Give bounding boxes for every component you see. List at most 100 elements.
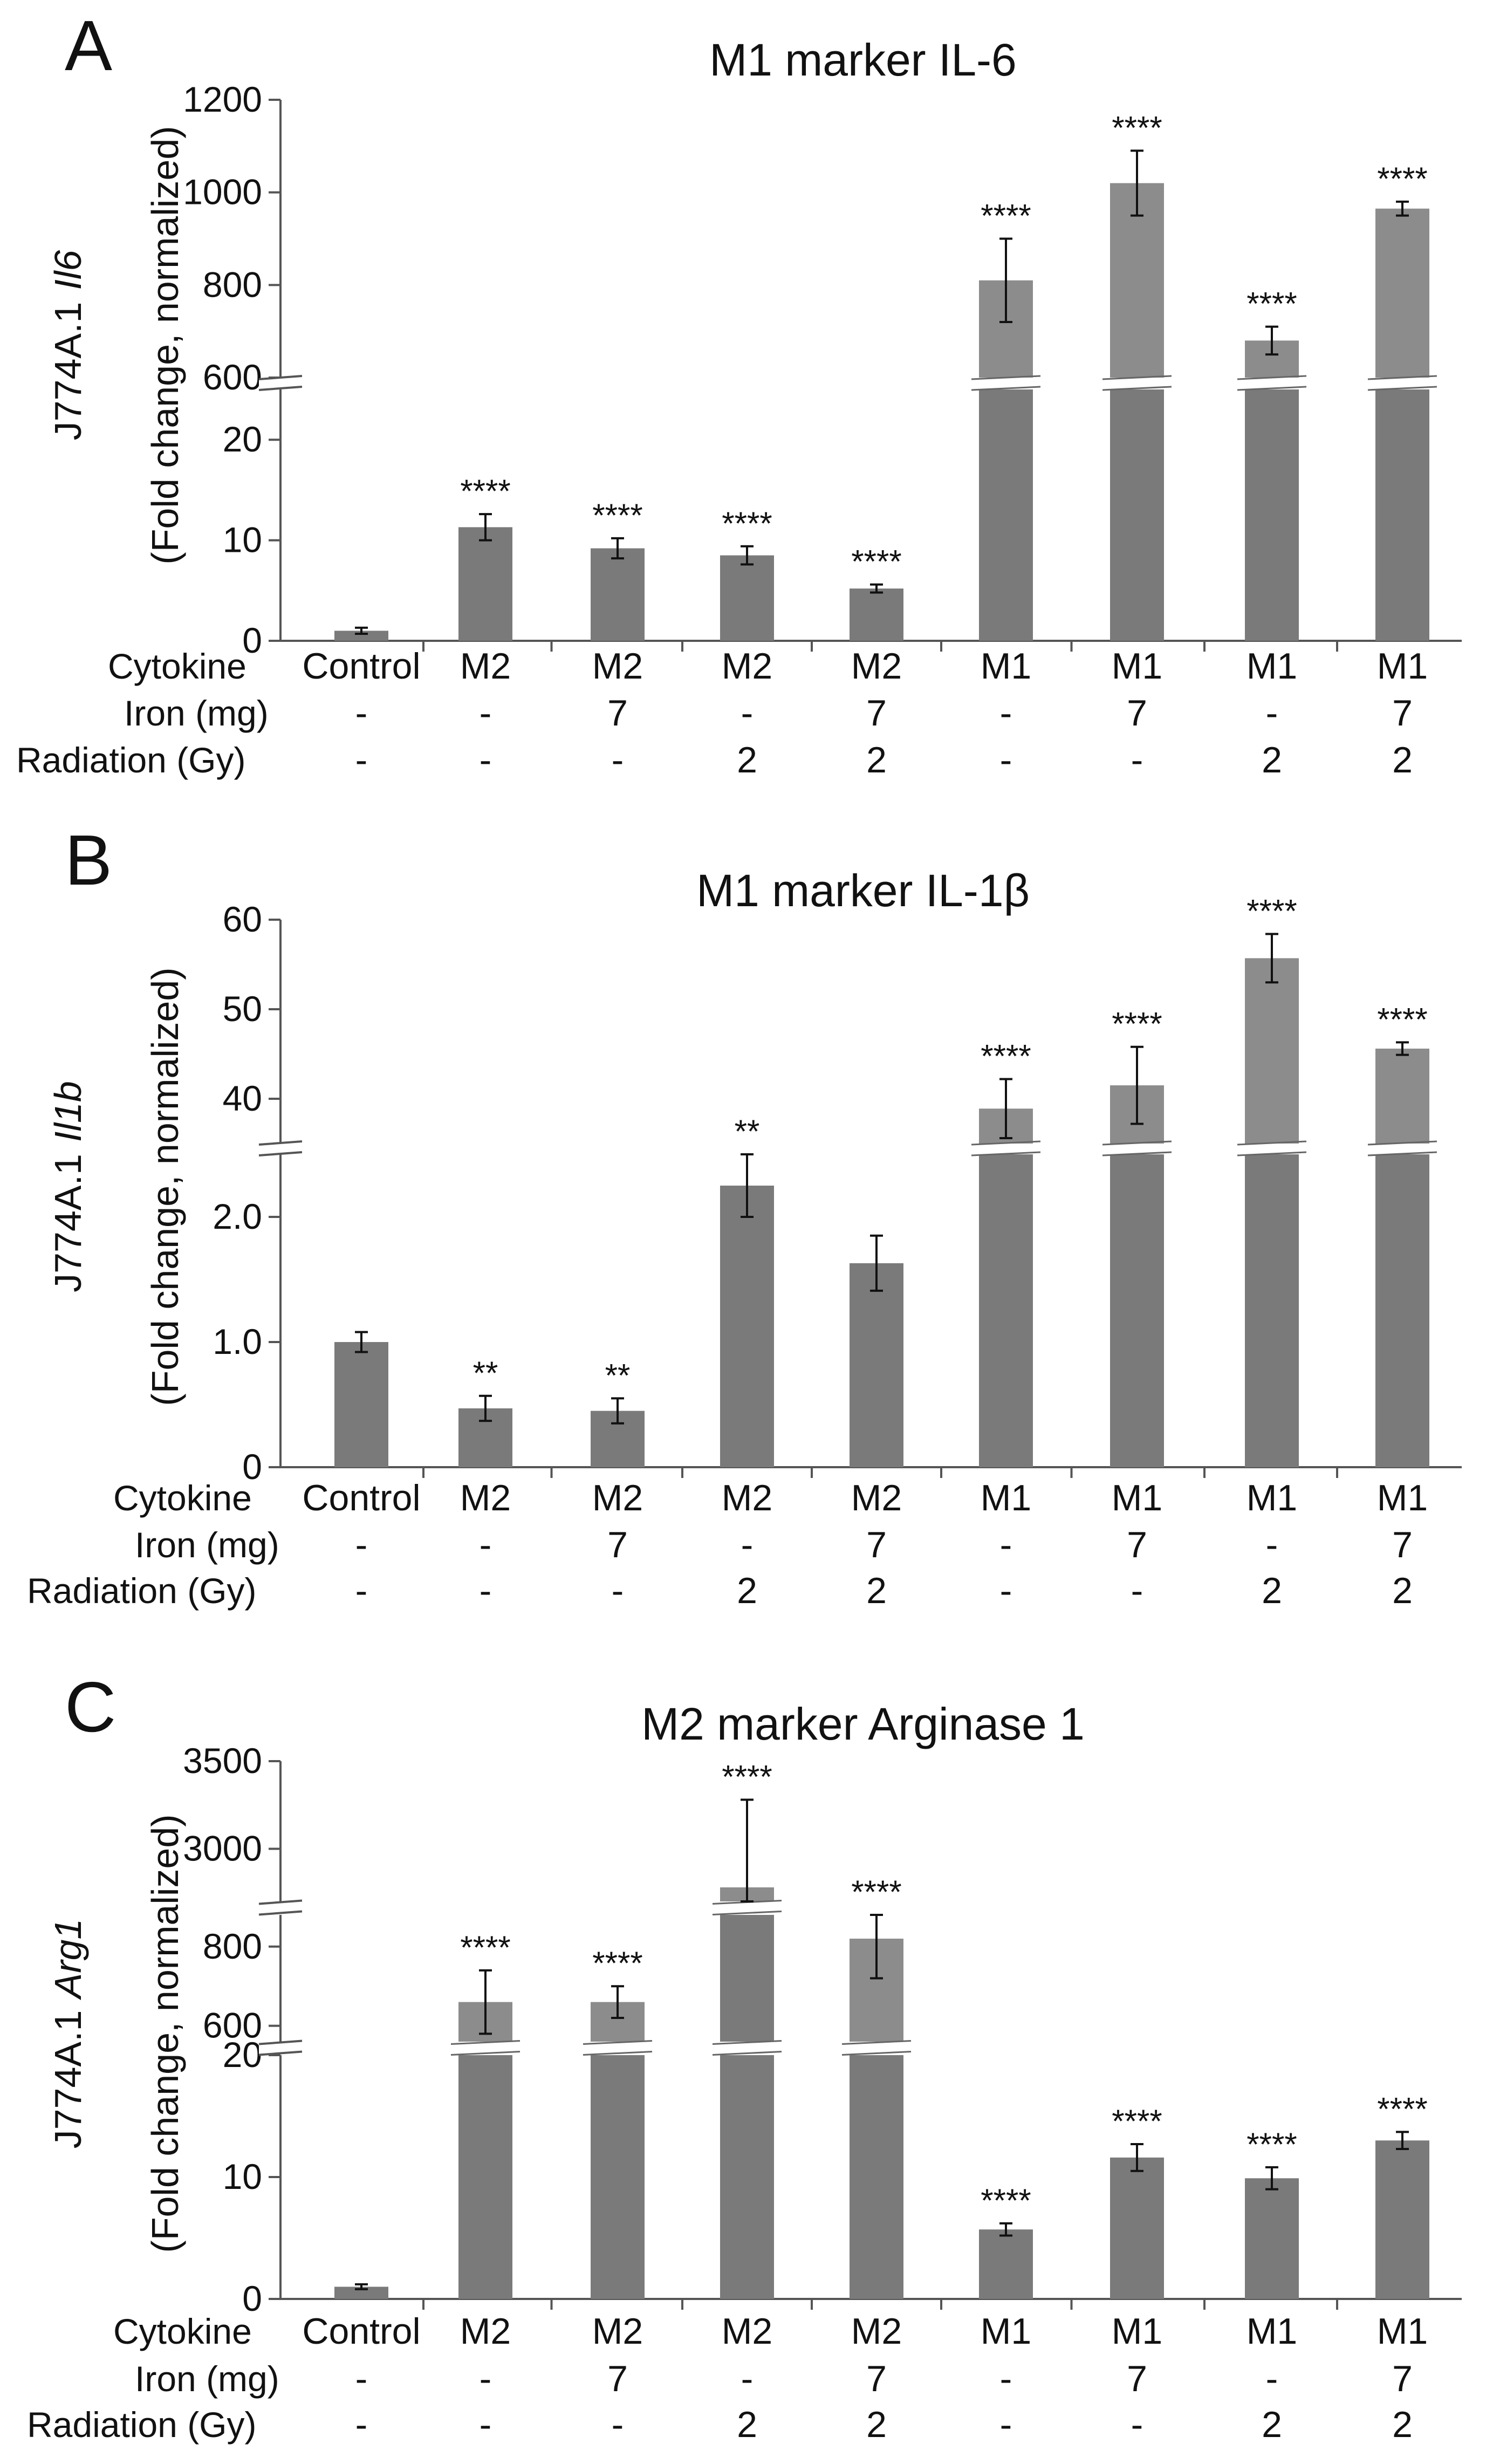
condition-cell: - bbox=[1000, 2358, 1012, 2399]
y-tick-label: 1000 bbox=[183, 172, 262, 212]
bar-break-mark bbox=[1367, 375, 1437, 380]
axis-break-gap bbox=[259, 1144, 302, 1154]
bar bbox=[334, 2287, 388, 2299]
x-tick-label: M2 bbox=[592, 1477, 643, 1518]
condition-cell: - bbox=[1000, 740, 1012, 781]
condition-cell: - bbox=[1266, 1524, 1278, 1565]
bar-break-mark bbox=[1102, 1151, 1172, 1156]
bar-break-mark bbox=[1237, 1140, 1307, 1146]
y-tick-label: 20 bbox=[223, 419, 262, 459]
axis-break-mark bbox=[258, 1899, 303, 1905]
significance-label: **** bbox=[1247, 893, 1297, 929]
condition-cell: - bbox=[1000, 693, 1012, 734]
bar-break-gap bbox=[1105, 1144, 1169, 1154]
significance-label: ** bbox=[605, 1357, 631, 1393]
bar bbox=[1245, 2178, 1299, 2299]
bar-break-gap bbox=[974, 1144, 1038, 1154]
x-tick-label: M1 bbox=[1377, 646, 1428, 687]
bar-break-mark bbox=[712, 2051, 782, 2056]
condition-cell: - bbox=[355, 1524, 368, 1565]
bar-break-gap bbox=[1239, 1144, 1304, 1154]
condition-cell: 7 bbox=[1392, 693, 1413, 734]
y-axis-label-gene: Arg1 bbox=[47, 1919, 89, 2001]
y-tick-label: 60 bbox=[223, 899, 262, 939]
y-tick-label: 0 bbox=[242, 1447, 262, 1487]
chart-title: M1 marker IL-6 bbox=[709, 35, 1016, 85]
y-tick-label: 1.0 bbox=[213, 1322, 262, 1361]
y-tick-label: 3000 bbox=[183, 1829, 262, 1868]
condition-cell: - bbox=[1000, 1570, 1012, 1611]
axis-break-mark bbox=[258, 1151, 303, 1156]
condition-cell: - bbox=[1131, 1570, 1143, 1611]
axis-break-mark bbox=[258, 375, 303, 380]
x-tick-label: M1 bbox=[1247, 2311, 1297, 2352]
y-tick-label: 800 bbox=[203, 1926, 262, 1966]
condition-cell: 2 bbox=[1392, 740, 1413, 781]
y-axis-label-cell: J774A.1 bbox=[47, 2010, 89, 2149]
bar-break-mark bbox=[1237, 386, 1307, 391]
x-tick-label: M2 bbox=[722, 646, 772, 687]
y-axis-label: J774A.1 Il6 bbox=[47, 250, 89, 441]
x-tick-label: M2 bbox=[592, 2311, 643, 2352]
significance-label: **** bbox=[851, 544, 901, 580]
x-tick-label: M2 bbox=[722, 1477, 772, 1518]
condition-cell: - bbox=[741, 2358, 754, 2399]
y-tick-label: 800 bbox=[203, 264, 262, 304]
bar-segment bbox=[850, 2055, 903, 2299]
bar-break-mark bbox=[1102, 375, 1172, 380]
significance-label: ** bbox=[735, 1113, 760, 1149]
significance-label: **** bbox=[1112, 2103, 1162, 2139]
bar-break-mark bbox=[1237, 1151, 1307, 1156]
condition-row-label: Iron (mg) bbox=[124, 693, 269, 733]
y-axis-label-cell: J774A.1 bbox=[47, 302, 89, 441]
y-tick-label: 1200 bbox=[183, 79, 262, 119]
condition-cell: - bbox=[355, 740, 368, 781]
axis-break-mark bbox=[258, 2039, 303, 2045]
y-axis-label-unit: (Fold change, normalized) bbox=[144, 1814, 186, 2253]
condition-cell: 7 bbox=[866, 693, 887, 734]
condition-cell: 7 bbox=[607, 693, 628, 734]
condition-cell: - bbox=[612, 2404, 624, 2445]
y-axis-label-unit: (Fold change, normalized) bbox=[144, 126, 186, 564]
panel-b: B M1 marker IL-1β J774A.1 Il1b (Fold change,… bbox=[27, 820, 1462, 1611]
bar-break-mark bbox=[1367, 1140, 1437, 1146]
bar-break-mark bbox=[971, 1140, 1041, 1146]
axis-break-mark bbox=[258, 1140, 303, 1146]
x-tick-label: M2 bbox=[460, 646, 511, 687]
condition-row-label: Radiation (Gy) bbox=[27, 1571, 257, 1611]
bar-segment bbox=[979, 1154, 1033, 1467]
condition-cell: 2 bbox=[737, 2404, 757, 2445]
condition-cell: - bbox=[741, 1524, 754, 1565]
x-tick-label: M2 bbox=[851, 646, 902, 687]
bar-segment bbox=[1110, 389, 1164, 641]
x-tick-label: M2 bbox=[460, 1477, 511, 1518]
bar-break-mark bbox=[450, 2040, 521, 2045]
y-tick-label: 20 bbox=[223, 2035, 262, 2075]
condition-row-label: Cytokine bbox=[108, 646, 246, 686]
bar-break-gap bbox=[453, 2043, 518, 2054]
x-tick-label: M1 bbox=[1112, 2311, 1162, 2352]
condition-cell: - bbox=[612, 740, 624, 781]
x-tick-label: M1 bbox=[1247, 646, 1297, 687]
significance-label: **** bbox=[460, 473, 510, 509]
bar-segment bbox=[591, 2055, 645, 2299]
bar bbox=[979, 2229, 1033, 2299]
panel-c: C M2 marker Arginase 1 J774A.1 Arg1 (Fold ch… bbox=[27, 1667, 1462, 2445]
condition-cell: - bbox=[355, 2404, 368, 2445]
condition-cell: 2 bbox=[737, 740, 757, 781]
bar-segment bbox=[979, 389, 1033, 641]
significance-label: **** bbox=[460, 1929, 510, 1966]
axis-break-mark bbox=[258, 2050, 303, 2056]
significance-label: **** bbox=[592, 1945, 642, 1981]
bar bbox=[1375, 208, 1429, 378]
bar-break-mark bbox=[1102, 386, 1172, 391]
y-axis-label-cell: J774A.1 bbox=[47, 1154, 89, 1292]
significance-label: **** bbox=[981, 1038, 1031, 1074]
bar-segment bbox=[720, 2055, 774, 2299]
bar-break-mark bbox=[971, 1151, 1041, 1156]
y-tick-label: 50 bbox=[223, 989, 262, 1029]
bar-break-mark bbox=[712, 1911, 782, 1915]
x-tick-label: M2 bbox=[722, 2311, 772, 2352]
y-tick-label: 10 bbox=[223, 2157, 262, 2196]
condition-cell: - bbox=[480, 1570, 492, 1611]
